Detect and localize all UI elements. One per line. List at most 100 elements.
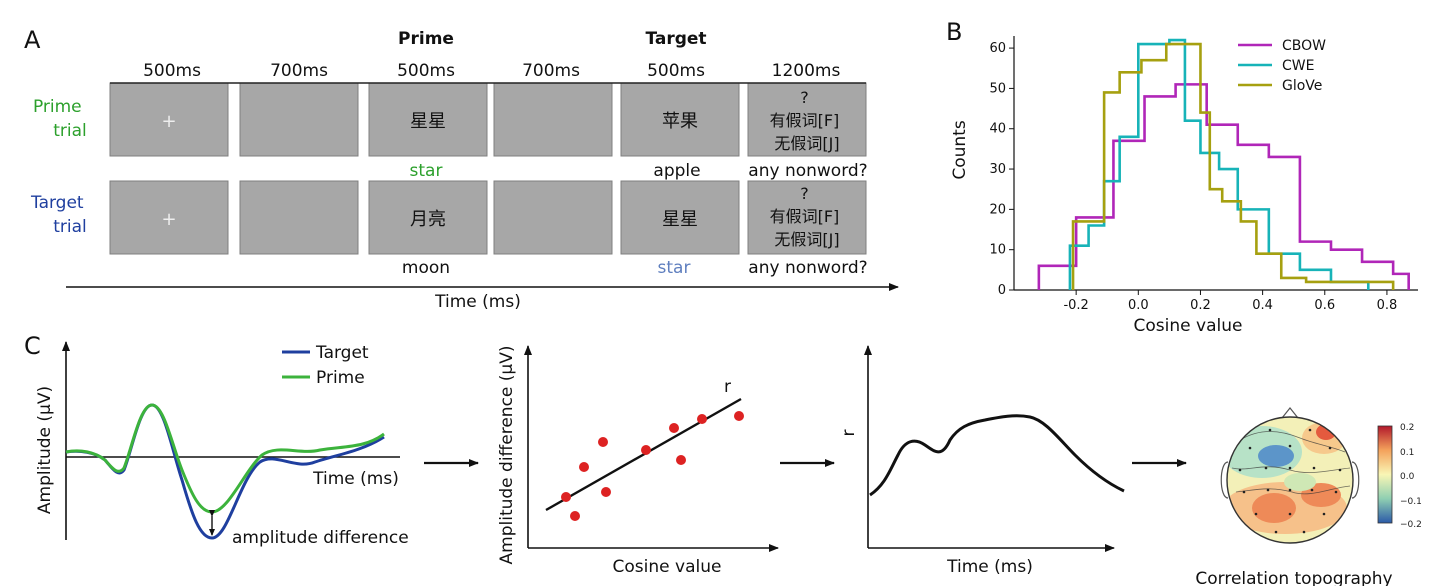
- regression-line: [545, 397, 742, 512]
- y-tick-label: 40: [989, 122, 1006, 137]
- head-outline: [1226, 416, 1354, 544]
- panel-a-letter: A: [24, 26, 41, 54]
- question-text: ? 有假词[F] 无假词[J]: [770, 184, 845, 249]
- prime-waveform: [65, 403, 385, 514]
- x-tick-label: 0.0: [1128, 298, 1149, 313]
- duration-label: 500ms: [397, 61, 455, 81]
- colorbar-gradient: [1377, 425, 1393, 524]
- duration-label: 1200ms: [772, 61, 841, 81]
- target-word-screen: [620, 180, 740, 255]
- scatter-point: [570, 511, 580, 521]
- scatter-point: [641, 445, 651, 455]
- scatter-ylabel: Amplitude difference (µV): [497, 346, 517, 565]
- electrode-dots: [1238, 428, 1342, 534]
- blank-screen: [239, 180, 359, 255]
- target-word: 苹果: [662, 111, 698, 132]
- histogram-series: [1037, 38, 1410, 290]
- scatter-point: [579, 462, 589, 472]
- erp-ylabel: Amplitude (µV): [35, 386, 55, 514]
- scatter-point: [598, 437, 608, 447]
- question-screen: [747, 180, 867, 255]
- question-gloss: any nonword?: [748, 161, 867, 181]
- duration-labels: 500ms 700ms 500ms 700ms 500ms 1200ms: [143, 61, 840, 81]
- histogram-axes: -0.2 0.0 0.2 0.4 0.6 0.8 0 10 20 30 40 50 60: [989, 36, 1418, 313]
- y-tick-label: 50: [989, 81, 1006, 96]
- blank-screen: [239, 82, 359, 157]
- legend-label-glove: GloVe: [1282, 78, 1322, 94]
- x-tick-label: 0.2: [1190, 298, 1211, 313]
- histogram-step-glove: [1071, 42, 1395, 290]
- x-tick-label: 0.4: [1252, 298, 1273, 313]
- legend-label-prime: Prime: [316, 368, 365, 388]
- y-tick-label: 10: [989, 243, 1006, 258]
- scatter-plot: Amplitude difference (µV) Cosine value r: [497, 345, 779, 577]
- x-tick-label: 0.8: [1377, 298, 1398, 313]
- target-gloss: star: [658, 258, 691, 278]
- blank-screen: [493, 82, 613, 157]
- histogram-legend: CBOW CWE GloVe: [1238, 38, 1326, 94]
- head-ear-right: [1351, 461, 1360, 499]
- prime-word-screen: [368, 82, 488, 157]
- y-tick-label: 0: [998, 283, 1006, 298]
- target-trial-row: + 月亮 星星 ? 有假词[F] 无假词[J] moon star any no…: [109, 180, 868, 278]
- r-timecourse-line: [869, 414, 1125, 497]
- y-tick-label: 30: [989, 162, 1006, 177]
- target-header: Target: [645, 29, 706, 49]
- scatter-point: [561, 492, 571, 502]
- scatter-point: [601, 487, 611, 497]
- amplitude-difference-label: amplitude difference: [232, 528, 409, 548]
- question-screen: [747, 82, 867, 157]
- topography-label: Correlation topography: [1195, 569, 1392, 586]
- scatter-point: [734, 411, 744, 421]
- colorbar-tick: 0.2: [1400, 423, 1414, 433]
- colorbar-tick: −0.2: [1400, 520, 1422, 530]
- duration-label: 500ms: [143, 61, 201, 81]
- blank-screen: [493, 180, 613, 255]
- x-tick-label: 0.6: [1314, 298, 1335, 313]
- prime-word: 月亮: [410, 209, 446, 230]
- scatter-point: [697, 414, 707, 424]
- panel-a: A Prime Target 500ms 700ms 500ms 700ms 5…: [24, 26, 899, 312]
- panel-c-letter: C: [24, 332, 41, 360]
- scatter-point: [669, 423, 679, 433]
- histogram-xlabel: Cosine value: [1134, 316, 1243, 336]
- prime-gloss: star: [410, 161, 443, 181]
- colorbar-tick: 0.0: [1400, 472, 1415, 482]
- timecourse-xlabel: Time (ms): [946, 557, 1033, 577]
- correlation-topography: Correlation topography r 0.2 0.1 0.0 −0.…: [1195, 407, 1422, 586]
- duration-label: 700ms: [522, 61, 580, 81]
- fixation-cross: +: [161, 111, 176, 132]
- y-tick-label: 20: [989, 202, 1006, 217]
- prime-word: 星星: [410, 111, 446, 132]
- head-ear-left: [1220, 461, 1229, 499]
- panel-b-letter: B: [946, 18, 962, 46]
- time-axis-label: Time (ms): [434, 292, 521, 312]
- target-word: 星星: [662, 209, 698, 230]
- colorbar-tick: 0.1: [1400, 448, 1414, 458]
- question-gloss: any nonword?: [748, 258, 867, 278]
- prime-word-screen: [368, 180, 488, 255]
- prime-gloss: moon: [402, 258, 450, 278]
- legend-label-cwe: CWE: [1282, 58, 1314, 74]
- fixation-screen: [109, 180, 229, 255]
- legend-label-cbow: CBOW: [1282, 38, 1326, 54]
- erp-plot: Amplitude (µV) Time (ms) amplitude diffe…: [35, 341, 409, 548]
- histogram-step-cbow: [1037, 83, 1410, 290]
- colorbar: r 0.2 0.1 0.0 −0.1 −0.2: [1377, 423, 1422, 530]
- duration-label: 500ms: [647, 61, 705, 81]
- prime-header: Prime: [398, 29, 454, 49]
- prime-trial-row: + 星星 苹果 ? 有假词[F] 无假词[J] star apple any n…: [109, 82, 868, 181]
- question-text: ? 有假词[F] 无假词[J]: [770, 88, 845, 153]
- target-trial-label: Target trial: [30, 193, 89, 237]
- r-timecourse-plot: r Time (ms): [839, 345, 1125, 577]
- erp-xlabel: Time (ms): [312, 469, 399, 489]
- panel-c: C Amplitude (µV) Time (ms) amplitude dif…: [24, 332, 1422, 586]
- scatter-point: [676, 455, 686, 465]
- fixation-screen: [109, 82, 229, 157]
- topography-map: [1227, 417, 1353, 543]
- prime-trial-label: Prime trial: [33, 97, 87, 141]
- y-tick-label: 60: [989, 41, 1006, 56]
- x-tick-label: -0.2: [1063, 298, 1088, 313]
